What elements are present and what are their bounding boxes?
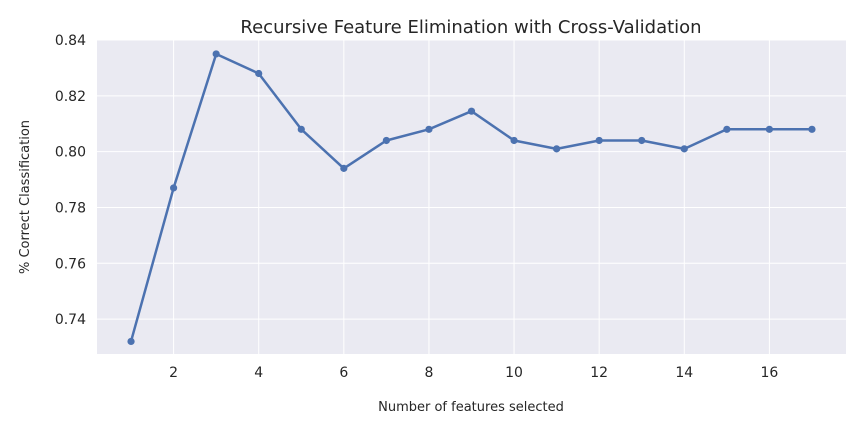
y-axis-ticks: 0.74 0.76 0.78 0.80 0.82 0.84 — [55, 33, 86, 328]
data-point — [553, 145, 561, 153]
data-point — [510, 136, 518, 145]
data-point — [808, 125, 816, 133]
x-tick-label: 2 — [169, 365, 178, 381]
data-point — [212, 50, 220, 58]
data-point — [680, 145, 688, 153]
x-tick-label: 12 — [590, 365, 608, 381]
data-point — [127, 337, 135, 346]
x-tick-label: 8 — [424, 365, 433, 381]
data-point — [255, 69, 263, 78]
y-tick-label: 0.74 — [55, 312, 86, 328]
y-tick-label: 0.84 — [55, 33, 86, 49]
grid-lines — [97, 39, 846, 354]
data-point — [297, 125, 305, 133]
y-tick-label: 0.80 — [55, 145, 86, 161]
data-point — [425, 125, 433, 133]
y-tick-label: 0.76 — [55, 256, 86, 272]
data-point — [765, 125, 773, 133]
series-group — [127, 50, 816, 346]
data-point — [723, 125, 731, 133]
chart-title: Recursive Feature Elimination with Cross… — [240, 17, 701, 38]
y-tick-label: 0.82 — [55, 89, 86, 105]
x-axis-ticks: 2 4 6 8 10 12 14 16 — [169, 365, 778, 381]
plot-area — [97, 40, 846, 354]
x-tick-label: 14 — [675, 365, 693, 381]
data-point — [467, 107, 476, 115]
y-tick-label: 0.78 — [55, 200, 86, 216]
x-tick-label: 10 — [505, 365, 523, 381]
y-axis-label: % Correct Classification — [18, 120, 33, 274]
data-point — [595, 136, 603, 145]
x-axis-label: Number of features selected — [378, 400, 564, 415]
x-tick-label: 6 — [339, 365, 348, 381]
data-point — [170, 184, 178, 192]
data-point — [638, 136, 646, 145]
x-tick-label: 16 — [760, 365, 778, 381]
data-point — [340, 164, 348, 172]
data-point — [382, 136, 390, 145]
x-tick-label: 4 — [254, 365, 263, 381]
